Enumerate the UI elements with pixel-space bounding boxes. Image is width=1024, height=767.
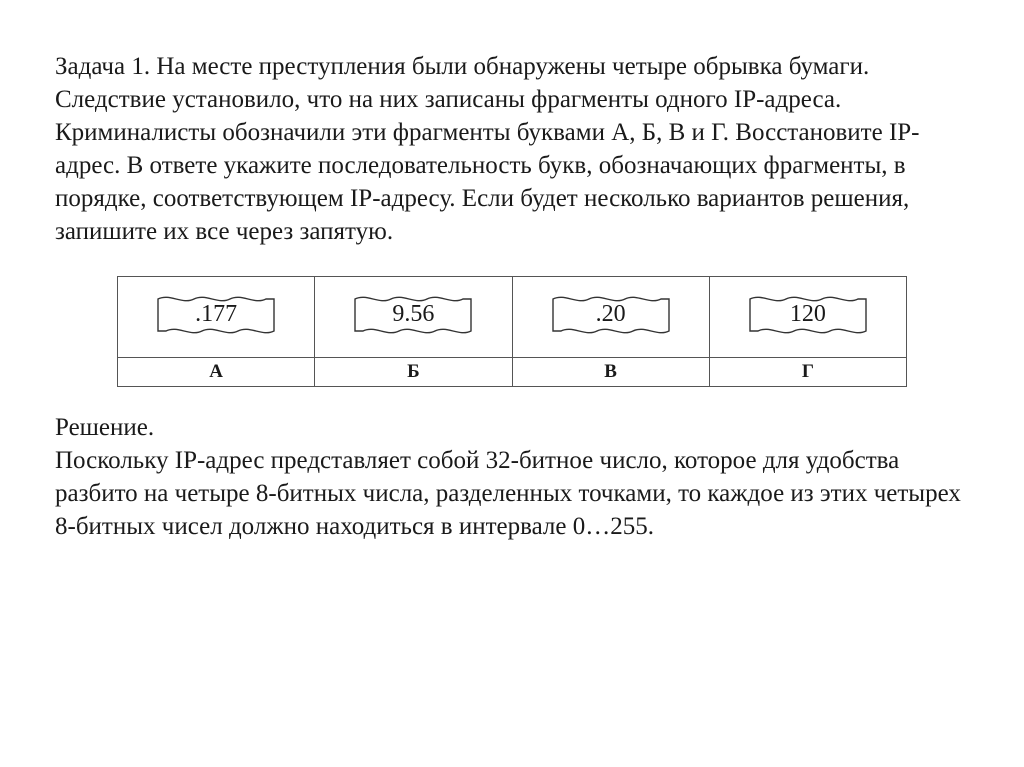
fragments-table: .177 9.56 .20: [117, 276, 907, 387]
page: Задача 1. На месте преступления были обн…: [0, 0, 1024, 583]
solution-block: Решение. Поскольку IP-адрес представляет…: [55, 411, 969, 543]
solution-body: Поскольку IP-адрес представляет собой 32…: [55, 447, 961, 540]
solution-heading: Решение.: [55, 414, 154, 441]
fragment-cell: 120: [709, 277, 906, 358]
letter-cell: Г: [709, 358, 906, 387]
paper-scrap: 9.56: [353, 291, 473, 339]
scrap-value: 9.56: [353, 291, 473, 339]
fragment-cell: .20: [512, 277, 709, 358]
paper-scrap: .177: [156, 291, 276, 339]
problem-text: Задача 1. На месте преступления были обн…: [55, 50, 969, 248]
fragment-cell: .177: [118, 277, 315, 358]
paper-scrap: .20: [551, 291, 671, 339]
table-row-letters: А Б В Г: [118, 358, 907, 387]
scrap-value: .177: [156, 291, 276, 339]
table-row-fragments: .177 9.56 .20: [118, 277, 907, 358]
letter-cell: А: [118, 358, 315, 387]
scrap-value: 120: [748, 291, 868, 339]
paper-scrap: 120: [748, 291, 868, 339]
letter-cell: Б: [315, 358, 512, 387]
scrap-value: .20: [551, 291, 671, 339]
letter-cell: В: [512, 358, 709, 387]
fragment-cell: 9.56: [315, 277, 512, 358]
fragments-table-wrap: .177 9.56 .20: [117, 276, 907, 387]
